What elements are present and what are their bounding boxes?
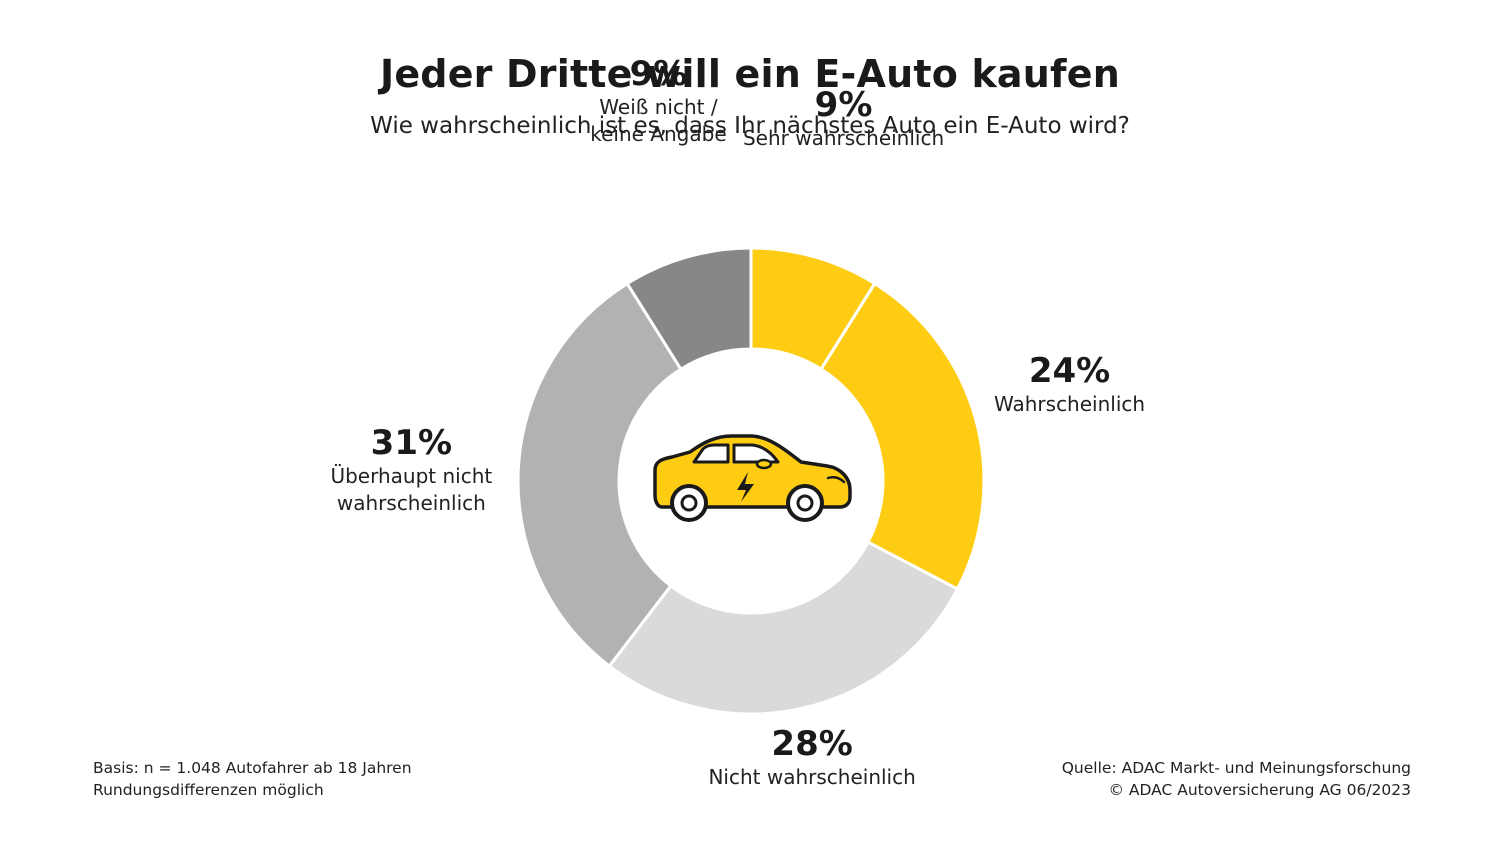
copyright-text: © ADAC Autoversicherung AG 06/2023 <box>1108 781 1411 799</box>
rounding-text: Rundungsdifferenzen möglich <box>93 781 324 799</box>
slice-category-label: keine Angabe <box>590 121 727 146</box>
slice-ueberhaupt-nicht-wahrscheinlich <box>516 281 683 669</box>
slice-value-label: 24% <box>1028 351 1111 392</box>
slice-wahrscheinlich <box>819 281 986 592</box>
slice-label-ueberhaupt-nicht-wahrscheinlich: 31% Überhaupt nicht wahrscheinlich <box>330 423 492 517</box>
slice-label-nicht-wahrscheinlich: 28% Nicht wahrscheinlich <box>708 724 915 791</box>
slice-value-label: 9% <box>629 53 688 94</box>
slice-category-label: Nicht wahrscheinlich <box>708 764 916 789</box>
chart-title: Jeder Dritte will ein E-Auto kaufen <box>379 52 1120 96</box>
slice-category-label: Wahrscheinlich <box>993 392 1146 417</box>
slice-weiss-nicht-keine-angabe <box>625 246 753 372</box>
chart-subtitle: Wie wahrscheinlich ist es, dass Ihr näch… <box>370 113 1130 139</box>
slice-label-sehr-wahrscheinlich: 9% Sehr wahrscheinlich <box>743 85 944 152</box>
slice-category-label: Sehr wahrscheinlich <box>742 126 945 151</box>
footnote-basis: Basis: n = 1.048 Autofahrer ab 18 Jahren… <box>93 757 412 801</box>
footnote-source: Quelle: ADAC Markt- und Meinungsforschun… <box>1062 757 1411 801</box>
slice-label-wahrscheinlich: 24% Wahrscheinlich <box>994 351 1145 418</box>
slice-label-weiss-nicht-keine-angabe: 9% Weiß nicht / keine Angabe <box>590 54 726 148</box>
slice-category-label: Überhaupt nicht <box>330 463 493 488</box>
slice-category-label: Weiß nicht / <box>599 94 718 119</box>
slice-value-label: 31% <box>370 422 453 463</box>
slice-nicht-wahrscheinlich <box>607 540 960 716</box>
electric-car-icon <box>653 434 852 522</box>
slice-category-label: wahrscheinlich <box>336 490 486 515</box>
basis-text: Basis: n = 1.048 Autofahrer ab 18 Jahren <box>93 759 412 777</box>
slice-value-label: 9% <box>814 85 873 126</box>
source-text: Quelle: ADAC Markt- und Meinungsforschun… <box>1061 759 1411 777</box>
slice-value-label: 28% <box>771 723 853 764</box>
